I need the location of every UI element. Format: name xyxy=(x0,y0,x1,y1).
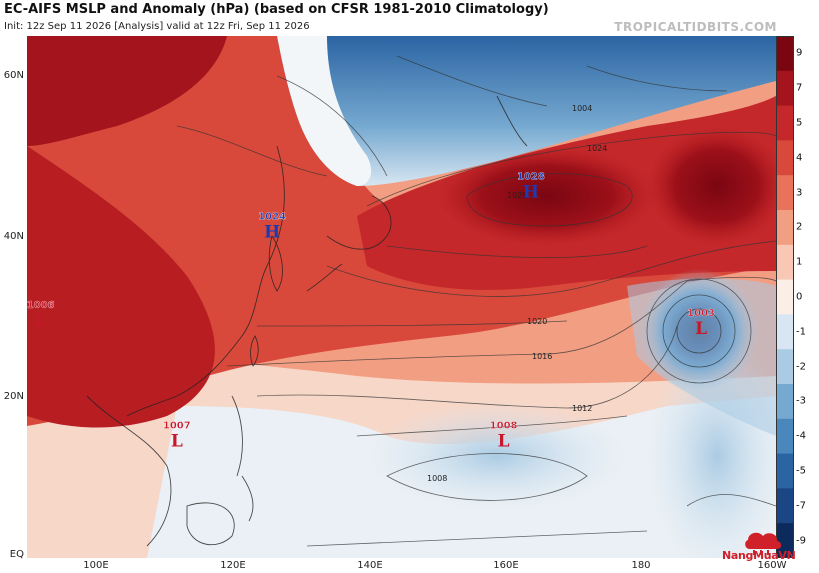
coast-kamchatka xyxy=(496,95,528,147)
lat-label-20n: 20N xyxy=(3,391,24,402)
colorbar-swatch xyxy=(776,105,794,141)
lat-label-eq: EQ xyxy=(9,549,24,560)
isobar-low-ring-3 xyxy=(646,278,752,384)
colorbar-label: -9 xyxy=(796,535,806,547)
isobar-label-1028: 1028 xyxy=(507,191,527,200)
anomaly-china-dark xyxy=(27,146,215,428)
anomaly-nw-dark xyxy=(27,36,227,146)
colorbar-swatch xyxy=(776,418,794,455)
isobar-label-1016: 1016 xyxy=(532,352,552,361)
colorbar-label: -1 xyxy=(796,326,806,338)
isobar-1004 xyxy=(396,55,728,107)
isobar-1020 xyxy=(256,240,776,327)
colorbar-label: 7 xyxy=(796,82,803,94)
pressure-center-value: 1008 xyxy=(490,421,518,432)
low-pressure-marker: L xyxy=(171,432,183,452)
colorbar-label: -2 xyxy=(796,361,806,373)
colorbar-swatch xyxy=(776,279,794,315)
colorbar-swatch xyxy=(776,349,794,385)
isobar-label-1012: 1012 xyxy=(572,404,592,413)
lon-label-120e: 120E xyxy=(220,560,246,571)
coast-china xyxy=(126,145,285,417)
lat-label-40n: 40N xyxy=(3,231,24,242)
anomaly-colorbar xyxy=(776,36,794,558)
brand-label[interactable]: TROPICALTIDBITS.COM xyxy=(614,20,777,34)
isobar-1016 xyxy=(226,75,776,367)
mslp-anomaly-map: 1028 1024 1020 1016 1012 1008 1004 1028H… xyxy=(27,36,776,558)
coast-borneo xyxy=(186,502,235,546)
low-pressure-marker: L xyxy=(498,432,510,452)
isobar-1024 xyxy=(366,131,776,258)
colorbar-swatch xyxy=(776,175,794,211)
colorbar-swatch xyxy=(776,70,794,107)
anomaly-south-blue xyxy=(367,401,627,511)
isobar-label-1024: 1024 xyxy=(587,144,607,153)
pressure-center-value: 1007 xyxy=(163,421,191,432)
colorbar-label: 5 xyxy=(796,117,803,129)
colorbar-label: 3 xyxy=(796,187,803,199)
lat-label-60n: 60N xyxy=(3,70,24,81)
isobar-1012-south xyxy=(306,530,648,547)
colorbar-swatch xyxy=(776,210,794,246)
high-pressure-marker: H xyxy=(264,223,280,243)
anomaly-npac-core xyxy=(437,146,657,246)
nangmuavn-logo xyxy=(745,532,782,555)
colorbar-swatch xyxy=(776,384,794,420)
pressure-center-value: 1006 xyxy=(27,300,55,311)
low-pressure-marker: L xyxy=(35,311,47,331)
anomaly-north-white xyxy=(277,36,372,186)
isobar-lines xyxy=(176,55,776,547)
anomaly-east-blue xyxy=(627,278,776,436)
colorbar-label: -3 xyxy=(796,395,806,407)
pressure-center-value: 1024 xyxy=(258,212,286,223)
colorbar-label: 2 xyxy=(796,221,803,233)
isobar-label-1020: 1020 xyxy=(527,317,547,326)
lon-label-100e: 100E xyxy=(83,560,109,571)
map-subtitle: Init: 12z Sep 11 2026 [Analysis] valid a… xyxy=(4,21,310,32)
low-pressure-marker: L xyxy=(695,319,707,339)
colorbar-label: 1 xyxy=(796,256,803,268)
lon-label-160w: 160W xyxy=(757,560,787,571)
watermark-text: NangMuaVN xyxy=(722,549,796,562)
colorbar-label: -5 xyxy=(796,465,806,477)
map-title: EC-AIFS MSLP and Anomaly (hPa) (based on… xyxy=(4,2,549,17)
colorbar-swatch xyxy=(776,244,794,281)
colorbar-label: 4 xyxy=(796,152,803,164)
isobar-low-ring-2 xyxy=(662,294,736,368)
colorbar-label: -7 xyxy=(796,500,806,512)
colorbar-swatch xyxy=(776,488,794,524)
coast-indochina xyxy=(86,395,172,547)
lon-label-140e: 140E xyxy=(357,560,383,571)
colorbar-label: -4 xyxy=(796,430,806,442)
isobar-label-1004: 1004 xyxy=(572,104,592,113)
anomaly-north-blue xyxy=(277,36,776,186)
isobar-1012 xyxy=(176,125,678,437)
isobar-1008 xyxy=(386,453,776,507)
high-pressure-marker: H xyxy=(523,183,539,203)
isobar-1028 xyxy=(466,173,633,227)
coast-taiwan xyxy=(250,335,259,367)
colorbar-swatch xyxy=(776,314,794,350)
isobar-low-ring-1 xyxy=(676,308,722,354)
lon-label-160e: 160E xyxy=(493,560,519,571)
colorbar-swatch xyxy=(776,523,794,558)
pressure-center-value: 1003 xyxy=(687,308,715,319)
colorbar-swatch xyxy=(776,453,794,489)
coast-philippines xyxy=(231,395,254,522)
anomaly-npac-core-east xyxy=(647,126,776,246)
colorbar-label: 0 xyxy=(796,291,803,303)
colorbar-swatch xyxy=(776,36,794,72)
coast-japan xyxy=(306,195,392,292)
colorbar-swatch xyxy=(776,140,794,176)
isobar-label-1008: 1008 xyxy=(427,474,447,483)
coastlines xyxy=(86,95,528,547)
coast-korea xyxy=(268,234,283,292)
pressure-center-value: 1028 xyxy=(517,172,545,183)
colorbar-label: 9 xyxy=(796,47,803,59)
lon-label-180: 180 xyxy=(631,560,651,571)
